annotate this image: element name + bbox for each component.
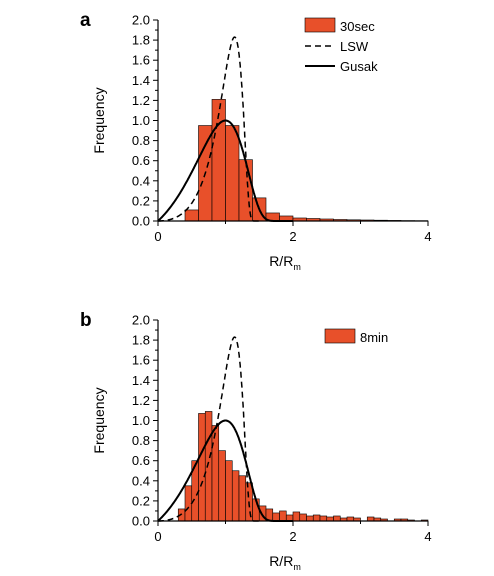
histogram-bar [272, 512, 280, 522]
y-tick-label: 1.6 [132, 53, 150, 68]
x-tick-label: 4 [424, 229, 431, 244]
histogram-bar [184, 209, 199, 222]
panel-label: a [80, 10, 91, 31]
legend: 8min [324, 328, 388, 345]
x-tick-label: 0 [154, 229, 161, 244]
histogram-bar [292, 511, 301, 522]
chart-panel-a: a 0.0 0.2 0.4 0.6 0.8 1.0 1.2 1.4 1.6 1.8 2.0 0 2 4 R/R… [80, 10, 432, 272]
y-tick-label: 0.8 [132, 133, 150, 148]
y-axis-title: Frequency [91, 87, 107, 153]
y-tick-label: 1.8 [132, 333, 150, 348]
y-tick-label: 1.2 [132, 393, 150, 408]
histogram-bar [366, 516, 375, 522]
y-tick-label: 0.8 [132, 433, 150, 448]
y-tick-label: 1.0 [132, 413, 150, 428]
y-axis-title: Frequency [91, 387, 107, 453]
histogram-bar [346, 516, 355, 522]
y-tick-label: 0.0 [132, 214, 150, 229]
x-axis-title-main: R/R [269, 253, 293, 269]
histogram-bar [204, 411, 213, 522]
histogram-bar [231, 470, 240, 522]
histogram-bar [326, 516, 334, 522]
legend-label-lsw: LSW [340, 39, 369, 54]
histogram-bar [312, 514, 321, 522]
y-tick-label: 1.4 [132, 373, 150, 388]
x-axis-title-subscript: m [293, 562, 301, 572]
x-axis-title: R/Rm [269, 253, 301, 272]
histogram-bar [218, 450, 226, 522]
histogram-bar [225, 125, 240, 222]
x-axis-title: R/Rm [269, 553, 301, 572]
histogram-bar [306, 515, 314, 522]
histogram-bar [198, 413, 206, 522]
y-tick-label: 0.6 [132, 153, 150, 168]
x-tick-label: 0 [154, 529, 161, 544]
y-tick-label: 0.0 [132, 514, 150, 529]
histogram-bar [225, 460, 233, 522]
histogram-bar [211, 425, 220, 522]
legend-swatch-histogram [304, 17, 336, 33]
x-axis-title-main: R/R [269, 553, 293, 569]
legend-swatch-histogram [324, 328, 356, 344]
y-tick-label: 1.0 [132, 113, 150, 128]
legend-label-histogram: 8min [360, 330, 388, 345]
histogram-bar [279, 510, 287, 522]
chart-panel-b: b 0.0 0.2 0.4 0.6 0.8 1.0 1.2 1.4 1.6 1.8 2.0 0 2 4 R/R… [80, 310, 432, 572]
histogram-bar [238, 475, 247, 522]
panel-label: b [80, 310, 92, 331]
lsw-curve [158, 336, 260, 522]
x-axis-title-subscript: m [293, 262, 301, 272]
histogram-bar [299, 513, 307, 522]
x-tick-label: 2 [289, 229, 296, 244]
y-tick-label: 2.0 [132, 13, 150, 28]
lsw-curve [158, 36, 260, 222]
y-tick-label: 2.0 [132, 313, 150, 328]
x-tick-label: 4 [424, 529, 431, 544]
y-tick-label: 1.2 [132, 93, 150, 108]
y-tick-label: 1.4 [132, 73, 150, 88]
x-tick-label: 2 [289, 529, 296, 544]
histogram-bar [333, 515, 341, 522]
legend: 30sec LSW Gusak [304, 17, 378, 74]
y-tick-label: 0.6 [132, 453, 150, 468]
histogram-bar [319, 515, 328, 522]
y-tick-label: 0.2 [132, 493, 150, 508]
y-tick-label: 0.4 [132, 173, 150, 188]
legend-label-gusak: Gusak [340, 59, 378, 74]
y-tick-label: 1.8 [132, 33, 150, 48]
legend-label-histogram: 30sec [340, 19, 375, 34]
y-tick-label: 1.6 [132, 353, 150, 368]
y-tick-label: 0.2 [132, 193, 150, 208]
y-tick-label: 0.4 [132, 473, 150, 488]
